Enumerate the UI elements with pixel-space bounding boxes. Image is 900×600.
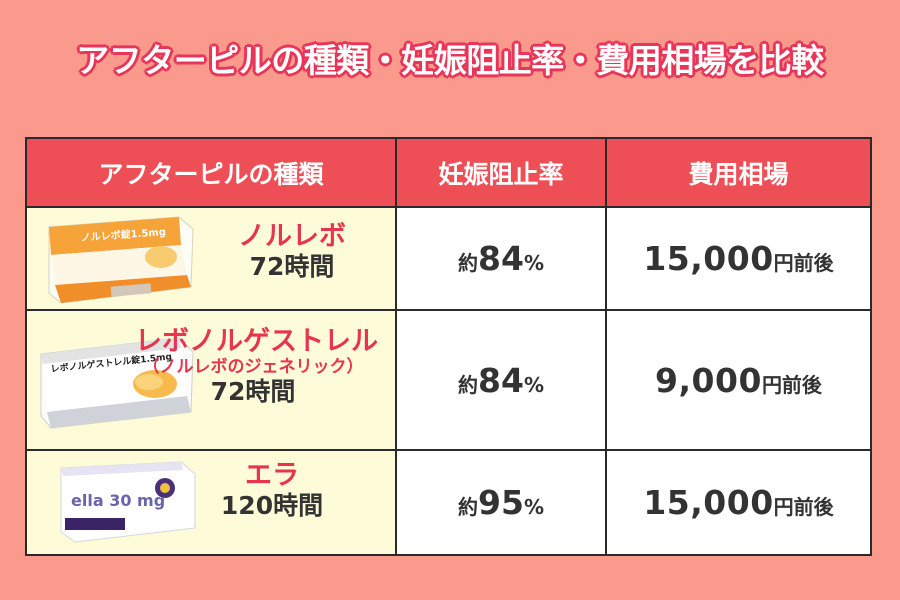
comparison-table: アフターピルの種類 妊娠阻止率 費用相場 ノルレボ錠1.5mg (25, 137, 872, 556)
rate-prefix: 約 (458, 372, 478, 397)
ella-package-text: ella 30 mg (71, 491, 165, 510)
header-prevention-rate: 妊娠阻止率 (395, 137, 607, 208)
ella-package-image: ella 30 mg (60, 461, 196, 543)
levonorgestrel-package-image: レボノルゲストレル錠1.5mg (40, 337, 194, 429)
rate-cell: 約84% (395, 206, 607, 311)
pill-name-block: エラ 120時間 (192, 460, 352, 521)
cost-cell: 9,000円前後 (605, 309, 872, 451)
cost-value: 9,000 (655, 360, 762, 400)
header-pill-type: アフターピルの種類 (25, 137, 397, 208)
table-row: ella 30 mg エラ 120時間 約95% 15,000円前後 (25, 449, 872, 556)
cost-unit: 円前後 (761, 372, 822, 397)
rate-unit: % (523, 372, 544, 397)
rate-value: 84 (478, 360, 524, 400)
rate-unit: % (523, 251, 544, 275)
rate-value: 84 (478, 239, 524, 278)
cost-cell: 15,000円前後 (605, 206, 872, 311)
norlevo-package-image: ノルレボ錠1.5mg (48, 216, 194, 304)
pill-name: エラ (245, 460, 299, 491)
cost-unit: 円前後 (773, 251, 834, 275)
pill-cell: ノルレボ錠1.5mg ノルレボ 72時間 (25, 206, 397, 311)
pill-hours: 72時間 (249, 252, 335, 282)
table-row: レボノルゲストレル錠1.5mg レボノルゲストレル （ノルレボのジェネリック） … (25, 309, 872, 451)
page-title: アフターピルの種類・妊娠阻止率・費用相場を比較 (76, 41, 824, 80)
pill-cell: ella 30 mg エラ 120時間 (25, 449, 397, 556)
pill-name: レボノルゲストレル (135, 326, 378, 357)
table-header-row: アフターピルの種類 妊娠阻止率 費用相場 (25, 137, 872, 208)
pill-cell: レボノルゲストレル錠1.5mg レボノルゲストレル （ノルレボのジェネリック） … (25, 309, 397, 451)
rate-prefix: 約 (458, 495, 478, 519)
pill-hours: 72時間 (210, 377, 296, 407)
pill-hours: 120時間 (220, 491, 324, 521)
header-cost: 費用相場 (605, 137, 872, 208)
rate-cell: 約84% (395, 309, 607, 451)
pill-name-block: レボノルゲストレル （ノルレボのジェネリック） 72時間 (135, 326, 378, 407)
rate-unit: % (523, 495, 544, 519)
cost-unit: 円前後 (773, 495, 834, 519)
cost-value: 15,000 (643, 239, 774, 278)
pill-subname: （ノルレボのジェネリック） (142, 357, 364, 378)
table-row: ノルレボ錠1.5mg ノルレボ 72時間 約84% 15,000円前後 (25, 206, 872, 311)
rate-value: 95 (478, 483, 524, 522)
cost-cell: 15,000円前後 (605, 449, 872, 556)
pill-name: ノルレボ (238, 221, 346, 252)
cost-value: 15,000 (643, 483, 774, 522)
rate-cell: 約95% (395, 449, 607, 556)
pill-name-block: ノルレボ 72時間 (217, 221, 367, 282)
rate-prefix: 約 (458, 251, 478, 275)
